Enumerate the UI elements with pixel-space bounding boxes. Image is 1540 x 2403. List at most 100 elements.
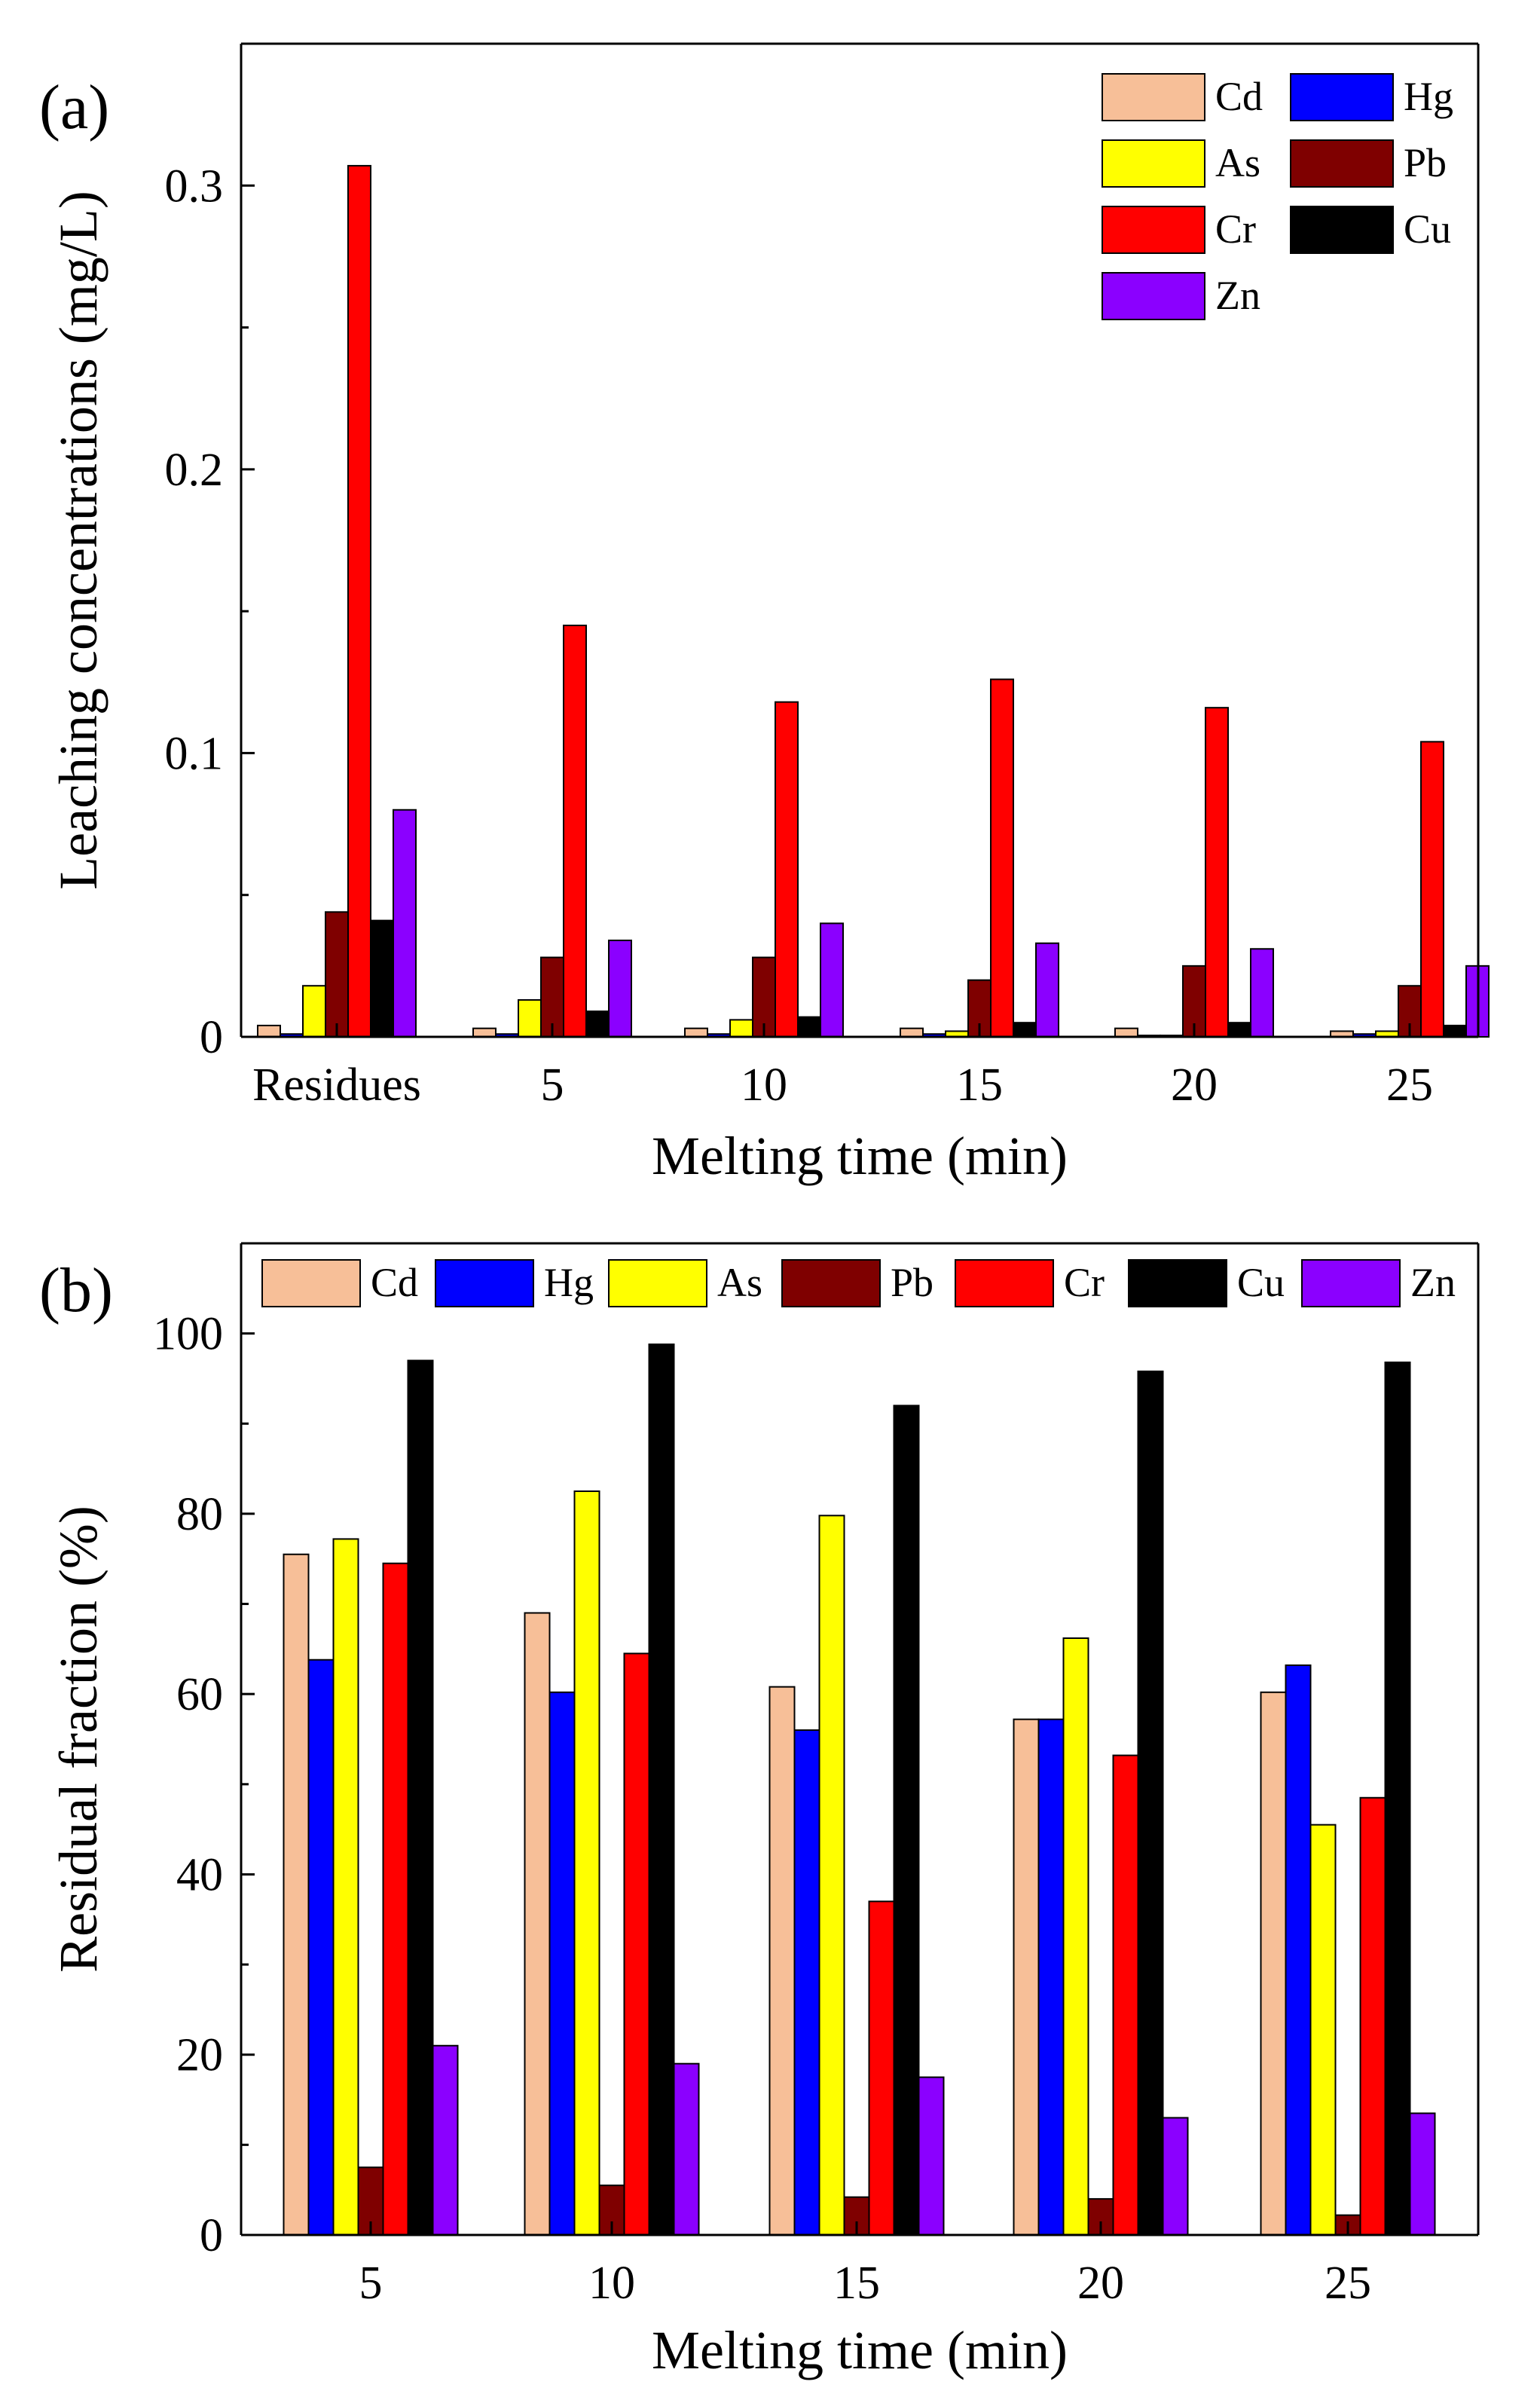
legend-label-as: As	[717, 1260, 762, 1305]
bar-cr-5	[563, 624, 587, 1038]
x-axis-label: Melting time (min)	[652, 1126, 1068, 1186]
bar-cd-5	[283, 1553, 310, 2236]
bar-cu-25	[1384, 1361, 1411, 2236]
bar-hg-5	[307, 1659, 335, 2236]
x-tick-label: 25	[1325, 2258, 1371, 2309]
bar-cu-residues	[370, 919, 394, 1038]
legend-swatch-as	[1102, 139, 1205, 188]
y-tick-label: 40	[176, 1849, 223, 1900]
bar-cd-25	[1260, 1691, 1287, 2236]
bar-hg-10	[548, 1691, 576, 2236]
legend-label-pb: Pb	[1404, 140, 1447, 185]
bar-hg-15	[793, 1729, 820, 2236]
y-tick-label: 60	[176, 1669, 223, 1720]
legend-label-hg: Hg	[1404, 74, 1453, 119]
legend-label-hg: Hg	[544, 1260, 594, 1305]
bar-zn-25	[1409, 2112, 1436, 2236]
y-tick-label: 0.1	[165, 728, 224, 779]
axes: 0 20 40 60 80 100 5 10 15 20 25	[153, 1242, 1480, 2309]
bar-as-25	[1309, 1824, 1337, 2236]
x-tick-label: 5	[541, 1059, 564, 1111]
bar-zn-20	[1250, 948, 1274, 1038]
bar-cr-15	[990, 678, 1014, 1038]
bar-cu-10	[797, 1016, 821, 1038]
legend-swatch-cd	[1102, 73, 1205, 121]
legend-label-zn: Zn	[1215, 273, 1260, 318]
bar-zn-5	[608, 939, 632, 1038]
legend-label-cr: Cr	[1215, 206, 1256, 252]
bar-cu-5	[407, 1359, 434, 2236]
bar-cu-20	[1227, 1022, 1251, 1038]
bar-as-15	[818, 1515, 845, 2236]
bar-cr-10	[775, 701, 799, 1038]
x-tick-label: 15	[833, 2258, 880, 2309]
legend-swatch-zn	[1301, 1259, 1401, 1307]
y-tick-label: 0.3	[165, 161, 224, 212]
bar-cr-residues	[347, 164, 371, 1038]
legend-label-zn: Zn	[1410, 1260, 1456, 1305]
bar-cr-15	[868, 1900, 895, 2236]
x-tick-label: 15	[956, 1059, 1003, 1111]
x-tick-label: 5	[359, 2258, 383, 2309]
y-axis-label: Leaching concentrations (mg/L)	[48, 191, 108, 890]
bar-as-20	[1062, 1637, 1089, 2236]
legend-swatch-cu	[1128, 1259, 1227, 1307]
bar-as-10	[729, 1019, 753, 1038]
bar-cd-20	[1114, 1027, 1138, 1038]
bar-pb-residues	[325, 911, 349, 1038]
panel-label: (a)	[39, 72, 109, 142]
legend-swatch-pb	[1290, 139, 1394, 188]
bar-cu-10	[648, 1343, 675, 2236]
bar-cd-5	[472, 1027, 497, 1038]
legend-swatch-hg	[435, 1259, 534, 1307]
bar-cd-10	[524, 1612, 551, 2236]
y-axis-label: Residual fraction (%)	[48, 1506, 108, 1973]
legend: Cd Hg As Pb Cr Cu Zn	[261, 1259, 1456, 1307]
bar-as-10	[573, 1490, 600, 2236]
bar-cd-15	[900, 1027, 924, 1038]
bar-cu-20	[1137, 1370, 1164, 2236]
axes: 0 0.1 0.2 0.3 Residues 5 10 15 20 25	[165, 42, 1480, 1111]
bar-zn-10	[673, 2062, 700, 2236]
x-tick-label: 20	[1077, 2258, 1124, 2309]
bar-as-5	[332, 1538, 359, 2236]
legend-label-cu: Cu	[1404, 206, 1451, 252]
panel-b: 0 20 40 60 80 100 5 10 15 20 25 Melting time (min) R…	[39, 1242, 1480, 2380]
legend-swatch-pb	[781, 1259, 881, 1307]
bar-cd-residues	[257, 1024, 281, 1038]
bar-as-5	[518, 999, 542, 1038]
legend-swatch-zn	[1102, 272, 1205, 320]
legend-label-cu: Cu	[1237, 1260, 1285, 1305]
bar-hg-25	[1285, 1664, 1312, 2236]
bar-hg-20	[1037, 1718, 1065, 2236]
bar-cr-10	[623, 1652, 650, 2236]
legend-swatch-hg	[1290, 73, 1394, 121]
bar-cu-15	[893, 1405, 920, 2236]
legend-label-cd: Cd	[371, 1260, 418, 1305]
y-tick-label: 100	[153, 1309, 223, 1360]
legend-swatch-cr	[955, 1259, 1054, 1307]
bar-zn-residues	[393, 809, 417, 1038]
legend-swatch-cr	[1102, 206, 1205, 254]
bar-zn-15	[918, 2076, 945, 2236]
bar-cr-20	[1205, 707, 1229, 1038]
x-tick-label: Residues	[252, 1059, 421, 1111]
legend-label-cr: Cr	[1064, 1260, 1105, 1305]
x-axis-label: Melting time (min)	[652, 2320, 1068, 2380]
x-tick-label: 10	[588, 2258, 635, 2309]
panel-a: 0 0.1 0.2 0.3 Residues 5 10 15 20 25 Melting time …	[39, 42, 1490, 1186]
bar-as-residues	[302, 985, 326, 1038]
y-tick-label: 0.2	[165, 445, 224, 496]
bar-cr-25	[1420, 741, 1444, 1038]
legend-swatch-cu	[1290, 206, 1394, 254]
y-tick-label: 0	[200, 2210, 223, 2261]
legend-swatch-cd	[261, 1259, 361, 1307]
y-tick-label: 20	[176, 2030, 223, 2081]
bar-zn-15	[1035, 942, 1059, 1038]
x-tick-label: 20	[1171, 1059, 1218, 1111]
y-tick-label: 0	[200, 1012, 223, 1063]
bar-zn-20	[1162, 2117, 1189, 2236]
x-tick-label: 10	[741, 1059, 787, 1111]
